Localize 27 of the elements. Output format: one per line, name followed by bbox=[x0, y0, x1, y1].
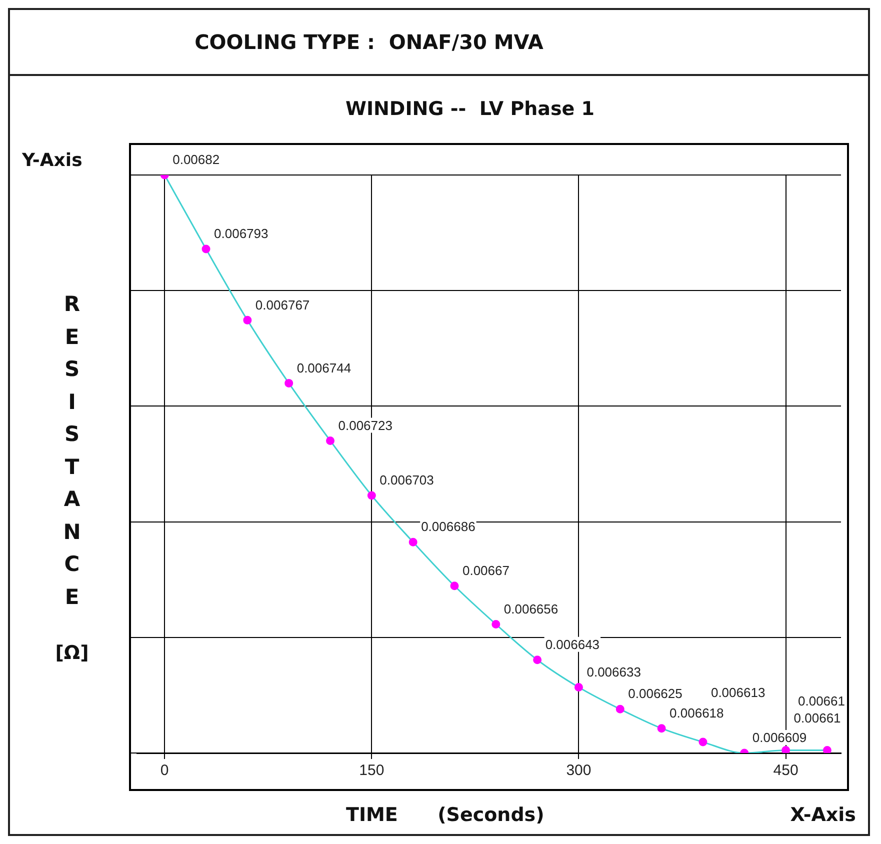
data-label: 0.00682 bbox=[172, 152, 220, 168]
data-label: 0.006625 bbox=[628, 686, 682, 702]
data-label: 0.006633 bbox=[586, 664, 641, 680]
data-label: 0.006656 bbox=[504, 601, 558, 616]
data-label: 0.006744 bbox=[296, 360, 352, 376]
text: Y-Axis bbox=[22, 150, 82, 171]
data-label: 0.006609 bbox=[752, 730, 807, 746]
data-label: 0.006793 bbox=[214, 226, 268, 242]
data-label: 0.006703 bbox=[380, 472, 434, 488]
data-label: 0.006618 bbox=[670, 705, 724, 720]
data-label: 0.00667 bbox=[462, 562, 510, 578]
x-tick-label: 300 bbox=[566, 762, 592, 780]
data-label: 0.006686 bbox=[421, 519, 476, 534]
data-label: 0.00661 bbox=[798, 693, 846, 708]
x-tick-label: 0 bbox=[160, 762, 169, 780]
data-label: 0.006643 bbox=[545, 636, 600, 652]
text: X-Axis bbox=[790, 804, 856, 826]
chart-subtitle: WINDING -- LV Phase 1 bbox=[346, 98, 594, 120]
x-tick-label: 450 bbox=[773, 762, 798, 780]
data-label: 0.006613 bbox=[710, 685, 766, 700]
x-tick-label: 150 bbox=[359, 762, 384, 780]
text: RESISTANCE [Ω] bbox=[55, 292, 89, 664]
x-axis-title: TIME (Seconds) bbox=[346, 804, 544, 826]
data-label: 0.006767 bbox=[255, 297, 310, 312]
data-label: 0.00661 bbox=[794, 710, 841, 726]
chart-title: COOLING TYPE : ONAF/30 MVA bbox=[194, 30, 544, 54]
data-label: 0.006723 bbox=[338, 418, 392, 433]
